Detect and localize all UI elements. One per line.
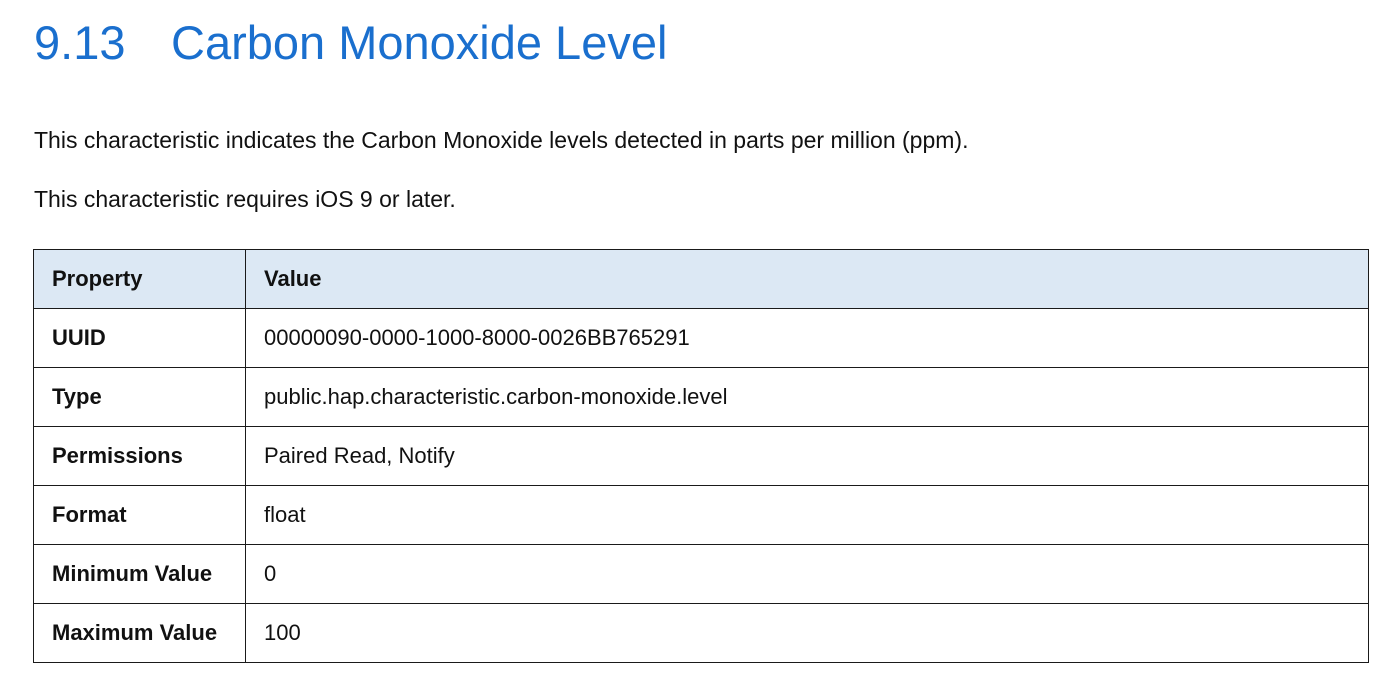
section-title: Carbon Monoxide Level bbox=[171, 16, 668, 69]
description-paragraph: This characteristic indicates the Carbon… bbox=[34, 127, 969, 153]
row-permissions-property: Permissions bbox=[33, 426, 246, 486]
properties-table: Property Value UUID 00000090-0000-1000-8… bbox=[33, 249, 1369, 663]
row-type-value: public.hap.characteristic.carbon-monoxid… bbox=[245, 367, 1369, 427]
table-row: UUID 00000090-0000-1000-8000-0026BB76529… bbox=[33, 308, 1369, 368]
row-maximum-property: Maximum Value bbox=[33, 603, 246, 663]
table-header-row: Property Value bbox=[33, 249, 1369, 309]
table-row: Minimum Value 0 bbox=[33, 544, 1369, 604]
table-row: Permissions Paired Read, Notify bbox=[33, 426, 1369, 486]
row-format-value: float bbox=[245, 485, 1369, 545]
row-maximum-value: 100 bbox=[245, 603, 1369, 663]
row-permissions-value: Paired Read, Notify bbox=[245, 426, 1369, 486]
table-row: Maximum Value 100 bbox=[33, 603, 1369, 663]
row-type-property: Type bbox=[33, 367, 246, 427]
requirement-paragraph: This characteristic requires iOS 9 or la… bbox=[34, 186, 456, 212]
section-number: 9.13 bbox=[34, 16, 126, 69]
table-row: Format float bbox=[33, 485, 1369, 545]
row-minimum-property: Minimum Value bbox=[33, 544, 246, 604]
section-heading: 9.13 Carbon Monoxide Level bbox=[34, 12, 667, 74]
row-uuid-value: 00000090-0000-1000-8000-0026BB765291 bbox=[245, 308, 1369, 368]
header-property: Property bbox=[33, 249, 246, 309]
row-format-property: Format bbox=[33, 485, 246, 545]
row-uuid-property: UUID bbox=[33, 308, 246, 368]
table-row: Type public.hap.characteristic.carbon-mo… bbox=[33, 367, 1369, 427]
header-value: Value bbox=[245, 249, 1369, 309]
row-minimum-value: 0 bbox=[245, 544, 1369, 604]
